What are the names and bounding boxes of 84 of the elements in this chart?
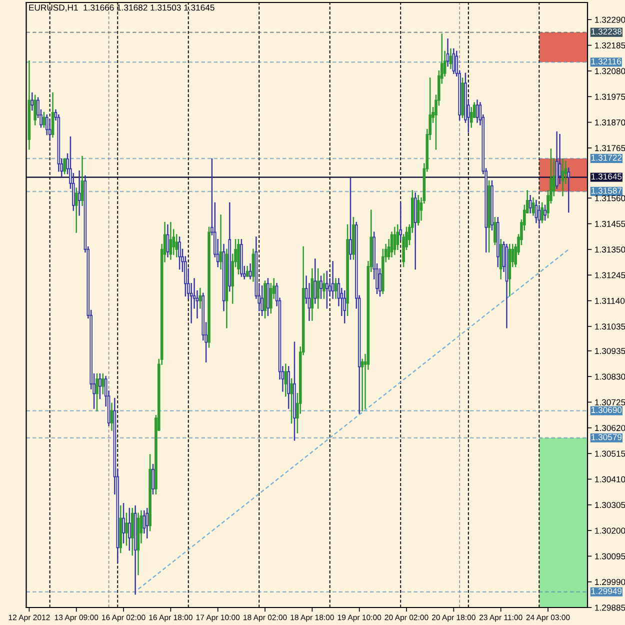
- y-tick-label: 1.31975: [595, 94, 625, 100]
- candlestick: [314, 258, 317, 304]
- candlestick: [74, 188, 78, 233]
- candlestick: [110, 402, 114, 431]
- candlestick: [399, 202, 402, 240]
- candlestick: [393, 226, 396, 255]
- candlestick: [349, 178, 352, 260]
- candlestick: [166, 224, 170, 258]
- y-tick-label: 1.31035: [595, 323, 625, 330]
- candlestick: [80, 156, 84, 206]
- candlestick: [528, 194, 532, 214]
- ref-line-label: 1.31722: [592, 154, 622, 161]
- candlestick: [128, 508, 131, 551]
- y-tick-label: 1.30620: [595, 424, 625, 432]
- candlestick: [30, 92, 34, 111]
- candlestick: [446, 38, 450, 67]
- y-tick-label: 1.31560: [595, 195, 625, 202]
- candlestick: [122, 502, 125, 544]
- candlestick: [334, 278, 338, 299]
- y-tick-label: 1.31350: [595, 246, 625, 253]
- candlestick: [416, 194, 420, 226]
- ref-line-label: 1.29949: [592, 588, 622, 594]
- candlestick: [42, 112, 46, 128]
- candlestick: [452, 48, 456, 74]
- candlestick: [51, 92, 54, 138]
- y-tick-label: 1.30095: [595, 553, 625, 560]
- candlestick: [316, 268, 320, 309]
- ref-line-label: 1.32116: [592, 58, 621, 64]
- y-tick-label: 1.29885: [595, 604, 625, 611]
- y-tick-label: 1.30830: [595, 374, 625, 380]
- candlestick: [449, 48, 452, 70]
- candlestick: [34, 94, 36, 126]
- candlestick: [219, 214, 222, 270]
- y-tick-label: 1.31140: [595, 298, 625, 304]
- candlestick: [544, 204, 546, 221]
- y-tick-label: 1.30200: [595, 528, 625, 534]
- candlestick: [494, 216, 496, 246]
- ref-line-label: 1.30690: [592, 406, 622, 414]
- candlestick: [561, 158, 564, 196]
- candlestick: [248, 263, 252, 280]
- y-tick-label: 1.30725: [595, 399, 625, 406]
- ref-line-label: 1.30579: [592, 434, 622, 440]
- candlestick: [567, 168, 570, 213]
- y-tick-label: 1.32290: [595, 16, 625, 23]
- y-tick-label: 1.30410: [595, 476, 625, 482]
- candlestick: [322, 273, 326, 299]
- candlestick: [331, 260, 334, 299]
- candlestick: [98, 373, 102, 400]
- y-tick-label: 1.31455: [595, 220, 625, 227]
- candlestick: [178, 236, 181, 270]
- y-tick-label: 1.31870: [595, 119, 625, 126]
- candlestick: [146, 508, 149, 538]
- candlestick: [125, 512, 128, 546]
- y-tick-label: 1.32185: [595, 42, 625, 48]
- y-tick-label: 1.30515: [595, 450, 625, 457]
- candlestick: [287, 366, 290, 409]
- candlestick: [63, 158, 66, 174]
- y-tick-label: 1.30305: [595, 502, 625, 508]
- candlestick: [246, 266, 249, 277]
- candlestick: [96, 373, 98, 412]
- candlestick: [284, 364, 288, 397]
- ref-line-label: 1.32238: [592, 28, 622, 35]
- y-tick-label: 1.32080: [595, 68, 625, 74]
- y-tick-label: 1.30935: [595, 348, 625, 354]
- chart-title: EURUSD,H1 1.31666 1.31682 1.31503 1.31645: [29, 4, 214, 12]
- y-tick-label: 1.31245: [595, 272, 625, 278]
- candlestick: [540, 202, 544, 224]
- candlestick: [169, 222, 172, 260]
- y-tick-label: 1.29990: [595, 578, 625, 586]
- candlestick: [252, 248, 255, 282]
- candlestick: [320, 276, 322, 299]
- candlestick: [78, 170, 81, 216]
- candlestick: [343, 290, 346, 324]
- candlestick: [260, 285, 264, 316]
- ref-line-label: 1.31587: [592, 188, 622, 194]
- y-tick-label: 1.31765: [595, 145, 625, 152]
- candlestick: [476, 100, 479, 123]
- candlestick: [470, 106, 473, 128]
- candlestick: [326, 270, 328, 309]
- candlestick: [532, 197, 535, 216]
- candlestick: [101, 373, 104, 394]
- candlestick: [152, 464, 154, 494]
- candlestick: [290, 378, 293, 424]
- ref-line-label: 1.31645: [592, 173, 622, 180]
